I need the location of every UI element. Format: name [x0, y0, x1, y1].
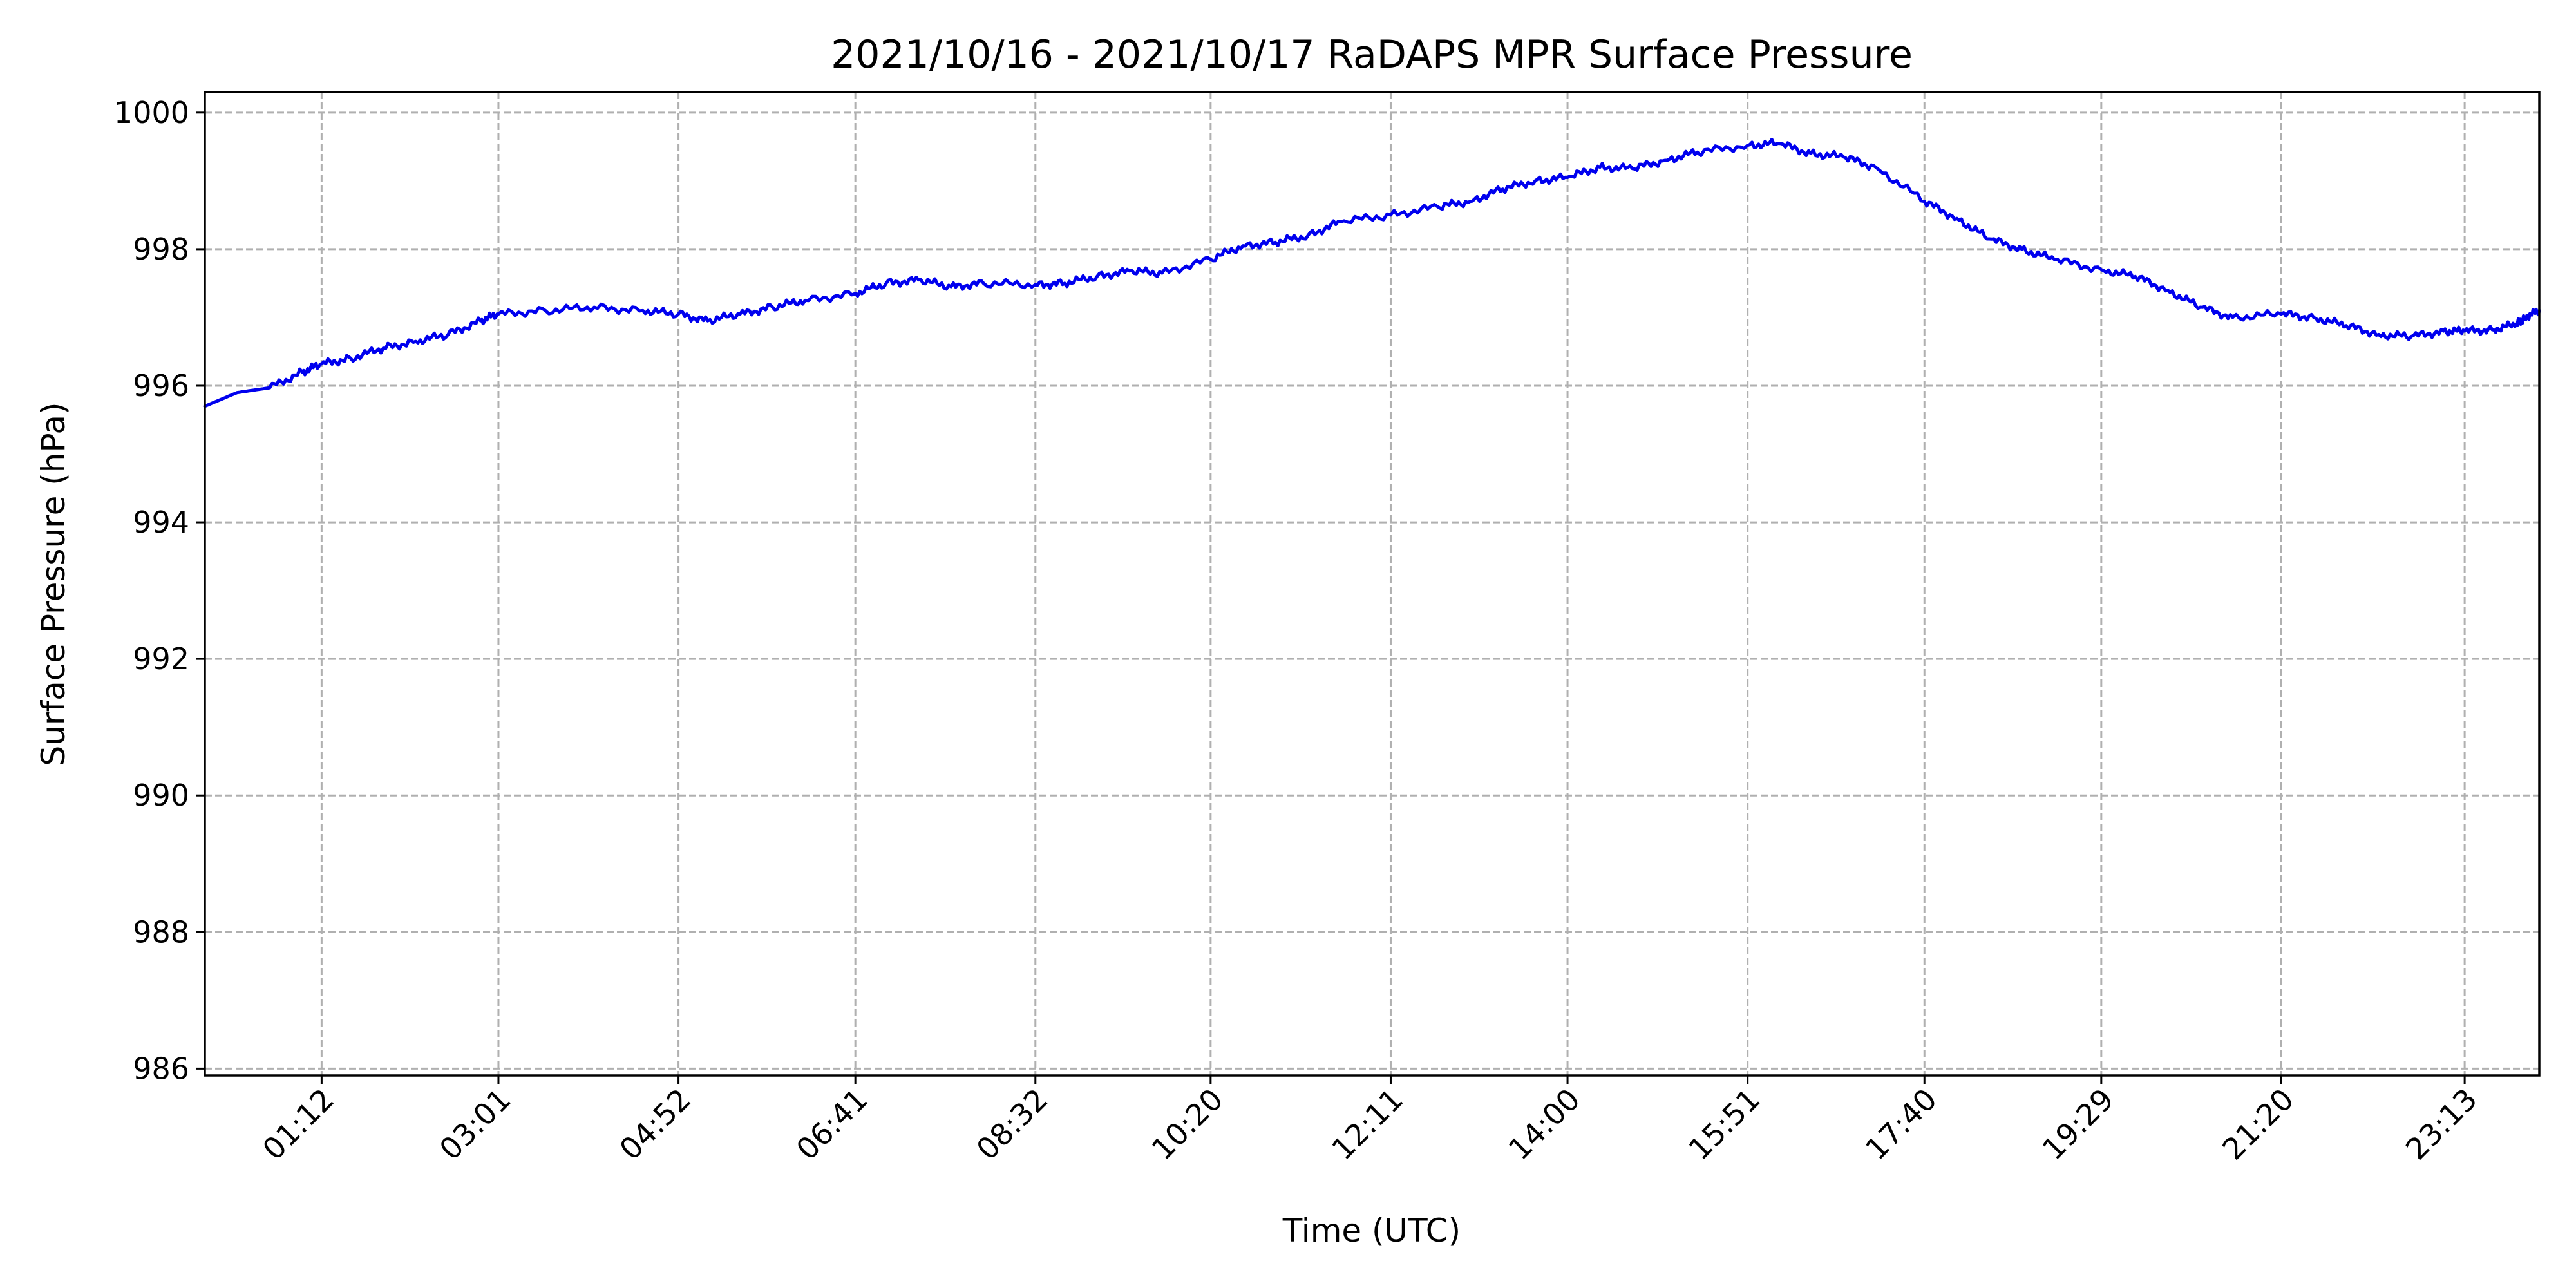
y-tick-label: 996: [133, 368, 189, 403]
y-tick-label: 986: [133, 1051, 189, 1086]
x-axis-label: Time (UTC): [1282, 1212, 1461, 1249]
y-tick-label: 998: [133, 232, 189, 267]
plot-frame: [204, 91, 2541, 1077]
series-layer: [203, 138, 2541, 408]
y-tick-label: 1000: [114, 95, 189, 130]
y-tick-label: 994: [133, 505, 189, 540]
y-tick-label: 990: [133, 778, 189, 813]
chart-title: 2021/10/16 - 2021/10/17 RaDAPS MPR Surfa…: [831, 32, 1913, 77]
y-tick-label: 992: [133, 641, 189, 676]
y-axis-label: Surface Pressure (hPa): [35, 402, 72, 766]
pressure-series-line: [203, 138, 2541, 408]
grid-layer: [205, 92, 2539, 1075]
y-tick-label: 988: [133, 914, 189, 949]
